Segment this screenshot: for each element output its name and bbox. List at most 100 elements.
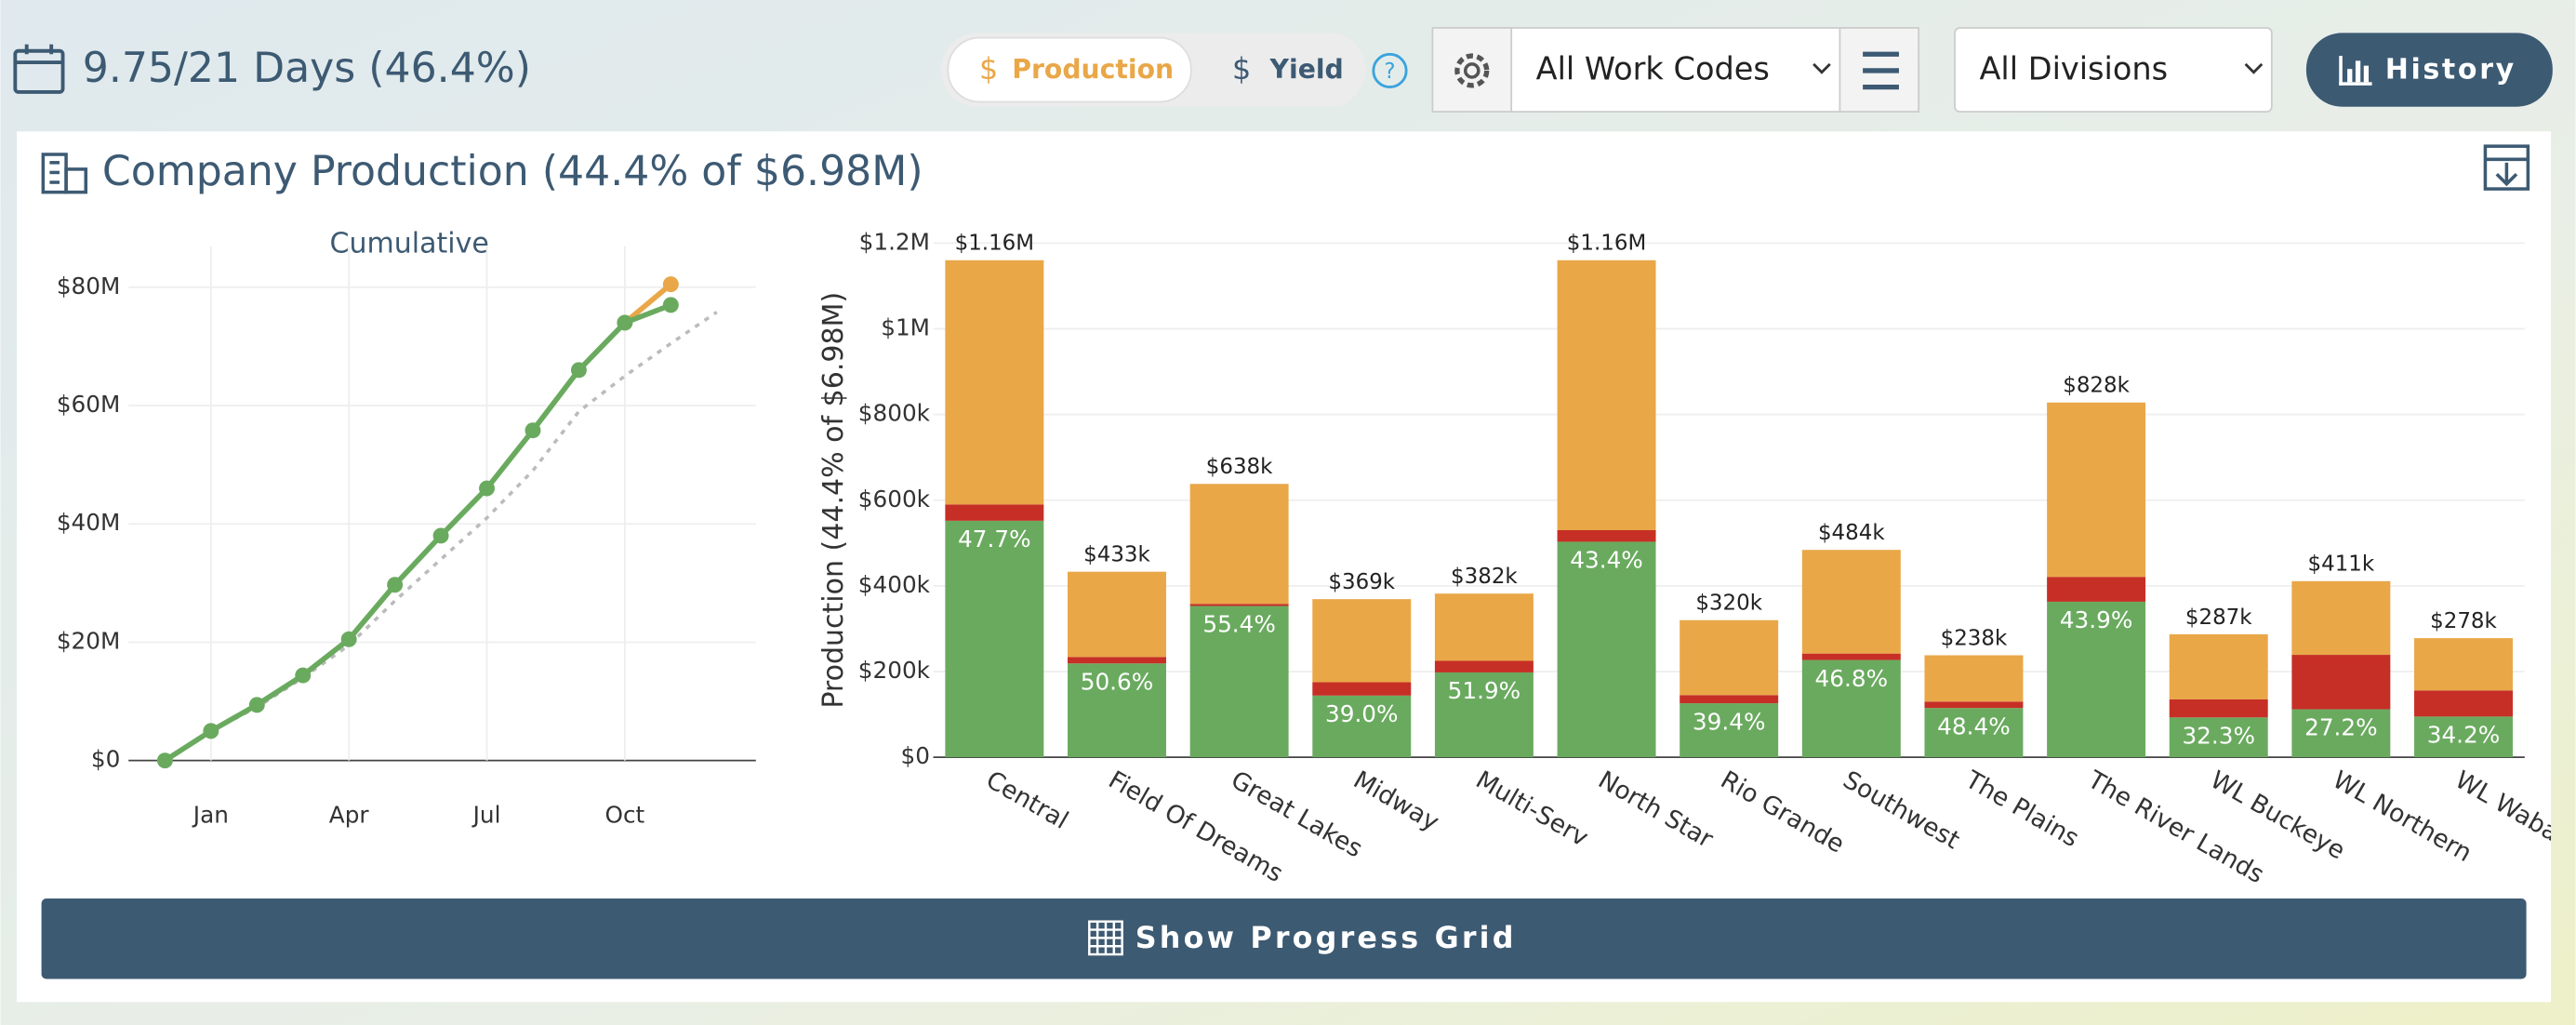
bar-segment — [1557, 260, 1656, 530]
bar-segment — [1434, 672, 1534, 758]
share-label: 50.6% — [1081, 668, 1154, 695]
download-icon[interactable] — [2483, 144, 2530, 191]
y-tick-label: $400k — [858, 571, 931, 598]
history-button[interactable] — [2305, 33, 2553, 107]
bar-segment — [2169, 699, 2268, 718]
bar-segment — [1434, 660, 1534, 672]
total-label: $278k — [2430, 609, 2497, 633]
share-label: 32.3% — [2182, 722, 2255, 749]
chart-icon — [2339, 56, 2372, 86]
share-label: 55.4% — [1202, 611, 1276, 638]
share-label: 51.9% — [1448, 677, 1521, 704]
card-title: Company Production (44.4% of $6.98M) — [102, 148, 923, 195]
bar-segment — [1924, 655, 2024, 702]
yield-icon: $ — [1232, 53, 1251, 87]
share-label: 46.8% — [1815, 665, 1889, 692]
total-label: $369k — [1328, 570, 1395, 594]
gear-icon — [1454, 53, 1490, 88]
chart-title: Cumulative — [330, 228, 489, 260]
bar-segment — [2414, 638, 2513, 691]
point — [662, 297, 679, 313]
total-label: $382k — [1451, 565, 1518, 589]
bar-segment — [1312, 599, 1412, 683]
y-tick-label: $800k — [858, 400, 931, 427]
bar-segment — [1068, 663, 1166, 758]
bar-segment — [1557, 529, 1656, 542]
bar-segment — [945, 520, 1044, 758]
toggle-label[interactable]: Yield — [1269, 54, 1344, 85]
chevron — [1812, 62, 1831, 74]
share-label: 43.4% — [1570, 547, 1643, 574]
point — [248, 697, 265, 713]
bar-segment — [1189, 484, 1289, 605]
point — [295, 667, 312, 684]
share-label: 48.4% — [1937, 712, 2011, 739]
toggle-production[interactable] — [947, 36, 1192, 103]
help-icon[interactable] — [1372, 52, 1408, 89]
y-tick-label: $20M — [57, 627, 121, 654]
bar-segment — [2169, 633, 2268, 699]
bar-segment — [1924, 701, 2024, 709]
bar-segment — [2414, 716, 2513, 758]
line — [163, 302, 672, 764]
bar-segment — [2047, 601, 2146, 758]
y-tick-label: $60M — [57, 391, 121, 418]
help-text[interactable]: ? — [1384, 60, 1395, 84]
bar-segment — [2047, 402, 2146, 578]
bar-segment — [1068, 571, 1166, 658]
progress-grid-button[interactable] — [41, 899, 2527, 979]
menu-icon — [1863, 51, 1899, 90]
bar-segment — [2291, 709, 2391, 758]
bar-segment — [1189, 606, 1289, 758]
y-tick-label: $0 — [91, 746, 120, 773]
bar-segment — [1189, 604, 1289, 606]
share-label: 39.4% — [1693, 708, 1766, 735]
bar-segment — [1680, 703, 1779, 758]
days-progress: 9.75/21 Days (46.4%) — [83, 45, 531, 92]
bar-segment — [2291, 580, 2391, 656]
total-label: $828k — [2063, 374, 2130, 398]
y-tick-label: $1M — [881, 313, 930, 340]
bar-segment — [1312, 695, 1412, 758]
bar-segment — [2047, 577, 2146, 602]
gear-icon — [1463, 62, 1481, 79]
y-tick-label: $40M — [57, 509, 121, 536]
y-tick-label: $80M — [57, 273, 121, 300]
bar-segment — [2169, 717, 2268, 758]
share-label: 43.9% — [2060, 606, 2133, 633]
total-label: $411k — [2308, 552, 2375, 577]
bar-segment — [1557, 541, 1656, 758]
x-tick-label: Oct — [605, 802, 645, 829]
work-code-value[interactable]: All Work Codes — [1536, 50, 1770, 87]
bar-segment — [1924, 708, 2024, 758]
bar-segment — [1068, 657, 1166, 664]
bar-segment — [945, 504, 1044, 521]
share-label: 27.2% — [2304, 714, 2378, 741]
money-icon: $ — [979, 53, 998, 87]
chevron — [2244, 62, 2264, 74]
progress-grid-label[interactable]: Show Progress Grid — [1135, 922, 1517, 955]
point — [662, 276, 679, 293]
division-value[interactable]: All Divisions — [1979, 50, 2168, 87]
bar-segment — [2291, 655, 2391, 710]
gear-button[interactable] — [1431, 27, 1513, 113]
share-label: 47.7% — [958, 526, 1031, 552]
x-tick-label: Apr — [329, 802, 370, 829]
bar-segment — [1801, 659, 1901, 758]
total-label: $484k — [1818, 521, 1885, 545]
y-tick-label: $200k — [858, 657, 931, 684]
toggle-label[interactable]: Production — [1012, 54, 1174, 85]
point — [524, 422, 541, 439]
bar-segment — [2414, 690, 2513, 717]
point — [387, 577, 404, 593]
division-select[interactable] — [1954, 27, 2273, 113]
point — [156, 752, 173, 769]
building-icon — [41, 153, 88, 194]
total-label: $1.16M — [1567, 232, 1646, 256]
history-label[interactable]: History — [2385, 53, 2516, 86]
grid-icon — [1088, 920, 1123, 956]
total-label: $1.16M — [955, 232, 1034, 256]
bar-segment — [1680, 695, 1779, 704]
x-tick-label: Jul — [471, 802, 501, 829]
